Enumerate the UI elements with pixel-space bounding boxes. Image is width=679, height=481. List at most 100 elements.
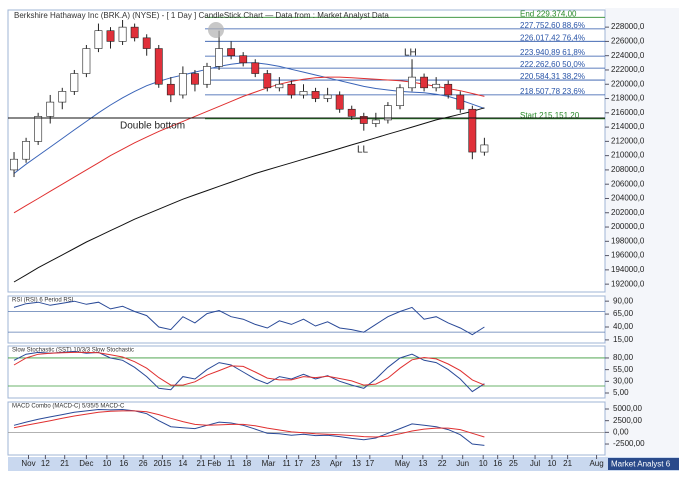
candle-body bbox=[420, 76, 429, 89]
x-tick-label: Dec bbox=[79, 459, 93, 468]
macd-panel bbox=[7, 401, 606, 456]
annotation: LL bbox=[357, 145, 369, 156]
candle-body bbox=[263, 73, 272, 89]
x-tick-label: Mar bbox=[262, 459, 276, 468]
y-tick-label: 222000,0 bbox=[611, 65, 645, 74]
y-tick-label: 198000,0 bbox=[611, 236, 645, 245]
fib-label: Start 215.151,20 bbox=[520, 111, 580, 120]
y-tick-label: 80,00 bbox=[613, 353, 634, 362]
candle-body bbox=[480, 144, 489, 153]
candle-body bbox=[82, 48, 91, 74]
indicator-line bbox=[13, 408, 485, 446]
fib-label: 223.940,89 61,8% bbox=[520, 48, 585, 57]
y-tick-label: 216000,0 bbox=[611, 108, 645, 117]
candle-body bbox=[468, 108, 477, 153]
y-tick-label: 218000,0 bbox=[611, 94, 645, 103]
chart-title: Berkshire Hathaway Inc (BRK.A) (NYSE) - … bbox=[14, 11, 389, 20]
candle-body bbox=[130, 26, 139, 39]
x-tick-label: 13 bbox=[352, 459, 361, 468]
candle-body bbox=[251, 62, 260, 74]
x-tick-label: Aug bbox=[589, 459, 603, 468]
candle-body bbox=[178, 73, 187, 96]
candle-body bbox=[34, 116, 43, 142]
y-tick-label: -2500,00 bbox=[613, 439, 645, 448]
y-tick-label: 5000,00 bbox=[613, 404, 642, 413]
y-tick-label: 15,00 bbox=[613, 335, 634, 344]
y-tick-label: 200000,0 bbox=[611, 222, 645, 231]
candle-body bbox=[275, 83, 284, 89]
x-tick-label: 16 bbox=[493, 459, 502, 468]
fib-label: 226.017,42 76,4% bbox=[520, 33, 585, 42]
x-tick-label: 18 bbox=[242, 459, 251, 468]
y-tick-label: 192000,0 bbox=[611, 279, 645, 288]
y-tick-label: 2500,00 bbox=[613, 416, 642, 425]
x-tick-label: 21 bbox=[197, 459, 206, 468]
x-tick-label: May bbox=[395, 459, 410, 468]
axis-area bbox=[605, 8, 679, 458]
y-tick-label: 214000,0 bbox=[611, 122, 645, 131]
candle-body bbox=[154, 48, 163, 85]
y-tick-label: 228000,0 bbox=[611, 22, 645, 31]
price-panel bbox=[7, 9, 606, 293]
x-tick-label: Jul bbox=[530, 459, 540, 468]
candle-body bbox=[58, 91, 67, 103]
x-tick-label: 10 bbox=[102, 459, 111, 468]
candle-body bbox=[106, 30, 115, 42]
candle-body bbox=[118, 26, 127, 42]
moving-average bbox=[13, 62, 485, 174]
indicator-line bbox=[13, 410, 485, 438]
x-tick-label: 12 bbox=[41, 459, 50, 468]
y-tick-label: 194000,0 bbox=[611, 265, 645, 274]
x-tick-label: Apr bbox=[330, 459, 343, 468]
stoch-panel bbox=[7, 345, 606, 399]
fib-label: 222.262,60 50,0% bbox=[520, 60, 585, 69]
y-tick-label: 210000,0 bbox=[611, 151, 645, 160]
candle-body bbox=[203, 66, 211, 85]
x-tick-label: 17 bbox=[294, 459, 303, 468]
moving-average bbox=[13, 107, 485, 283]
brand: Market Analyst 6 bbox=[611, 460, 671, 469]
y-tick-label: 220000,0 bbox=[611, 79, 645, 88]
y-tick-label: 224000,0 bbox=[611, 51, 645, 60]
indicator-line bbox=[13, 300, 485, 336]
candle-body bbox=[239, 55, 248, 64]
y-tick-label: 30,00 bbox=[613, 376, 634, 385]
candle-body bbox=[408, 76, 416, 89]
x-tick-label: 21 bbox=[563, 459, 572, 468]
candle-body bbox=[371, 119, 380, 124]
fib-label: 220.584,31 38,2% bbox=[520, 72, 585, 81]
brand-box bbox=[608, 458, 679, 470]
candle-body bbox=[299, 91, 308, 96]
candle-body bbox=[456, 94, 465, 110]
y-tick-label: 196000,0 bbox=[611, 251, 645, 260]
candle-body bbox=[227, 48, 236, 56]
x-tick-label: 2015 bbox=[153, 459, 171, 468]
x-tick-label: 21 bbox=[60, 459, 69, 468]
candle-body bbox=[287, 83, 296, 96]
x-tick-label: 11 bbox=[282, 459, 291, 468]
x-tick-label: 11 bbox=[227, 459, 236, 468]
annotation: Double bottom bbox=[120, 121, 185, 132]
y-tick-label: 226000,0 bbox=[611, 37, 645, 46]
candle-body bbox=[444, 83, 453, 96]
x-tick-label: 14 bbox=[178, 459, 187, 468]
panel-title: MACD Combo (MACD-C) 5/35/5 MACD-C bbox=[12, 404, 125, 410]
annotation: LH bbox=[404, 48, 417, 59]
candle-body bbox=[396, 87, 404, 106]
candle-body bbox=[311, 91, 320, 99]
x-tick-label: Nov bbox=[21, 459, 35, 468]
panel-title: Slow Stochastic (SST) 10/3/3 Slow Stocha… bbox=[12, 348, 134, 354]
x-tick-label: Feb bbox=[207, 459, 221, 468]
y-tick-label: 208000,0 bbox=[611, 165, 645, 174]
y-tick-label: 0,00 bbox=[613, 427, 629, 436]
x-tick-label: 26 bbox=[139, 459, 148, 468]
candle-body bbox=[142, 37, 151, 49]
candle-body bbox=[215, 48, 223, 67]
moving-average bbox=[13, 76, 485, 214]
candle-body bbox=[22, 141, 31, 160]
y-tick-label: 206000,0 bbox=[611, 179, 645, 188]
y-tick-label: 5,00 bbox=[613, 388, 629, 397]
fib-label: End 229.374,00 bbox=[520, 9, 577, 18]
candle-body bbox=[347, 108, 356, 117]
